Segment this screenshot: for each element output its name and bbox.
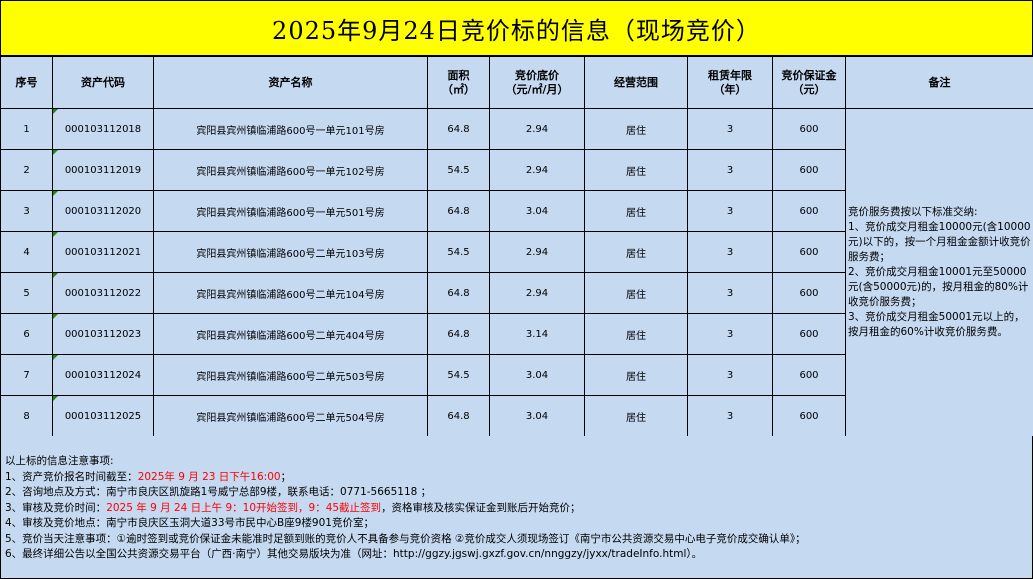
- cell-business-scope: 居住: [584, 108, 688, 150]
- header-row: 序号 资产代码 资产名称 面积 （㎡） 竞价底价 （元/㎡/月） 经营范围 租赁年限 （年）…: [0, 56, 1033, 109]
- cell-asset-name: 宾阳县宾州镇临浦路600号二单元503号房: [153, 354, 428, 396]
- cell-area: 54.5: [427, 149, 490, 191]
- cell-base-price: 3.04: [489, 354, 585, 396]
- cell-asset-code: 000103112018: [52, 108, 154, 150]
- cell-deposit: 600: [772, 395, 846, 437]
- cell-lease-term: 3: [687, 190, 773, 232]
- cell-lease-term: 3: [687, 108, 773, 150]
- cell-seq: 1: [0, 108, 53, 150]
- cell-asset-name: 宾阳县宾州镇临浦路600号一单元501号房: [153, 190, 428, 232]
- cell-area: 64.8: [427, 190, 490, 232]
- asset-table: 序号 资产代码 资产名称 面积 （㎡） 竞价底价 （元/㎡/月） 经营范围 租赁年限 （年）…: [0, 56, 1033, 437]
- cell-base-price: 2.94: [489, 108, 585, 150]
- notes-heading: 以上标的信息注意事项:: [5, 455, 114, 467]
- cell-asset-code: 000103112025: [52, 395, 154, 437]
- header-asset-name: 资产名称: [153, 56, 428, 109]
- cell-area: 54.5: [427, 231, 490, 273]
- note-4: 4、审核及竞价地点：南宁市良庆区玉洞大道33号市民中心B座9楼901竞价室；: [5, 517, 374, 529]
- cell-asset-name: 宾阳县宾州镇临浦路600号二单元104号房: [153, 272, 428, 314]
- cell-asset-name: 宾阳县宾州镇临浦路600号二单元103号房: [153, 231, 428, 273]
- note-1-deadline: 2025年 9 月 23 日下午16:00: [137, 470, 281, 483]
- header-asset-code: 资产代码: [52, 56, 154, 109]
- cell-deposit: 600: [772, 272, 846, 314]
- cell-deposit: 600: [772, 190, 846, 232]
- cell-asset-code: 000103112021: [52, 231, 154, 273]
- cell-base-price: 3.04: [489, 190, 585, 232]
- cell-seq: 4: [0, 231, 53, 273]
- cell-asset-name: 宾阳县宾州镇临浦路600号二单元504号房: [153, 395, 428, 437]
- header-business-scope: 经营范围: [584, 56, 688, 109]
- table-row: 2 000103112019 宾阳县宾州镇临浦路600号一单元102号房 54.5 2.…: [0, 149, 1033, 191]
- cell-business-scope: 居住: [584, 272, 688, 314]
- table-row: 5 000103112022 宾阳县宾州镇临浦路600号二单元104号房 64.8 2.…: [0, 272, 1033, 314]
- table-row: 6 000103112023 宾阳县宾州镇临浦路600号二单元404号房 64.8 3.…: [0, 313, 1033, 355]
- note-1: 1、资产竞价报名时间截至：2025年 9 月 23 日下午16:00；: [5, 470, 1028, 486]
- cell-deposit: 600: [772, 231, 846, 273]
- header-deposit: 竞价保证金 （元）: [772, 56, 846, 109]
- cell-seq: 3: [0, 190, 53, 232]
- header-area: 面积 （㎡）: [427, 56, 490, 109]
- cell-seq: 2: [0, 149, 53, 191]
- cell-area: 64.8: [427, 108, 490, 150]
- cell-area: 64.8: [427, 395, 490, 437]
- cell-base-price: 2.94: [489, 272, 585, 314]
- cell-asset-name: 宾阳县宾州镇临浦路600号一单元101号房: [153, 108, 428, 150]
- cell-seq: 6: [0, 313, 53, 355]
- cell-deposit: 600: [772, 149, 846, 191]
- cell-business-scope: 居住: [584, 231, 688, 273]
- note-6: 6、最终详细公告以全国公共资源交易平台（广西·南宁）其他交易版块为准（网址：ht…: [5, 548, 703, 560]
- cell-lease-term: 3: [687, 272, 773, 314]
- cell-lease-term: 3: [687, 354, 773, 396]
- header-base-price: 竞价底价 （元/㎡/月）: [489, 56, 585, 109]
- cell-area: 54.5: [427, 354, 490, 396]
- cell-base-price: 3.14: [489, 313, 585, 355]
- cell-base-price: 2.94: [489, 231, 585, 273]
- cell-business-scope: 居住: [584, 313, 688, 355]
- cell-asset-name: 宾阳县宾州镇临浦路600号一单元102号房: [153, 149, 428, 191]
- header-remark: 备注: [845, 56, 1033, 109]
- note-3-label: 3、审核及竞价时间：: [5, 501, 107, 514]
- cell-asset-code: 000103112024: [52, 354, 154, 396]
- cell-area: 64.8: [427, 272, 490, 314]
- cell-asset-code: 000103112022: [52, 272, 154, 314]
- table-row: 7 000103112024 宾阳县宾州镇临浦路600号二单元503号房 54.5 3.…: [0, 354, 1033, 396]
- cell-seq: 7: [0, 354, 53, 396]
- cell-deposit: 600: [772, 354, 846, 396]
- cell-area: 64.8: [427, 313, 490, 355]
- note-3: 3、审核及竞价时间：2025 年 9 月 24 日上午 9：10开始签到，9：4…: [5, 501, 1028, 517]
- cell-business-scope: 居住: [584, 149, 688, 191]
- cell-base-price: 2.94: [489, 149, 585, 191]
- cell-deposit: 600: [772, 313, 846, 355]
- note-1-label: 1、资产竞价报名时间截至：: [5, 470, 138, 483]
- notes-section: 以上标的信息注意事项: 1、资产竞价报名时间截至：2025年 9 月 23 日下…: [0, 436, 1033, 579]
- cell-asset-code: 000103112019: [52, 149, 154, 191]
- note-3-time: 2025 年 9 月 24 日上午 9：10开始签到，9：45截止签到: [106, 501, 382, 514]
- cell-business-scope: 居住: [584, 395, 688, 437]
- note-2: 2、咨询地点及方式：南宁市良庆区凯旋路1号威宁总部9楼，联系电话：0771-56…: [5, 486, 432, 498]
- header-lease-term: 租赁年限 （年）: [687, 56, 773, 109]
- cell-lease-term: 3: [687, 313, 773, 355]
- cell-base-price: 3.04: [489, 395, 585, 437]
- cell-remark: 竞价服务费按以下标准交纳: 1、竞价成交月租金10000元(含10000元)以下…: [845, 108, 1033, 437]
- cell-seq: 8: [0, 395, 53, 437]
- note-5: 5、竞价当天注意事项：①逾时签到或竞价保证金未能准时足额到账的竞价人不具备参与竞…: [5, 532, 806, 545]
- cell-seq: 5: [0, 272, 53, 314]
- note-1-end: ；: [280, 470, 292, 483]
- cell-asset-code: 000103112023: [52, 313, 154, 355]
- table-row: 4 000103112021 宾阳县宾州镇临浦路600号二单元103号房 54.5 2.…: [0, 231, 1033, 273]
- cell-business-scope: 居住: [584, 354, 688, 396]
- cell-asset-code: 000103112020: [52, 190, 154, 232]
- note-3-end: ，资格审核及核实保证金到账后开始竞价；: [381, 501, 581, 514]
- cell-lease-term: 3: [687, 395, 773, 437]
- table-row: 1 000103112018 宾阳县宾州镇临浦路600号一单元101号房 64.8 2.…: [0, 108, 1033, 437]
- cell-business-scope: 居住: [584, 190, 688, 232]
- table-row: 8 000103112025 宾阳县宾州镇临浦路600号二单元504号房 64.8 3.…: [0, 395, 1033, 437]
- cell-deposit: 600: [772, 108, 846, 150]
- cell-lease-term: 3: [687, 231, 773, 273]
- cell-asset-name: 宾阳县宾州镇临浦路600号二单元404号房: [153, 313, 428, 355]
- cell-lease-term: 3: [687, 149, 773, 191]
- header-seq: 序号: [0, 56, 53, 109]
- page-title: 2025年9月24日竞价标的信息（现场竞价）: [0, 0, 1033, 56]
